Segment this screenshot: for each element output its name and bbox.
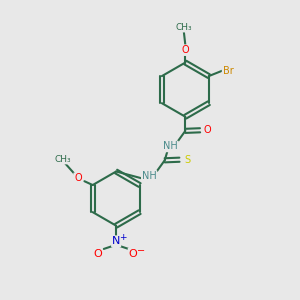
Text: Br: Br bbox=[223, 66, 233, 76]
Text: CH₃: CH₃ bbox=[176, 23, 192, 32]
Text: CH₃: CH₃ bbox=[55, 154, 71, 164]
Text: O: O bbox=[74, 173, 82, 183]
Text: S: S bbox=[184, 155, 190, 165]
Text: N: N bbox=[112, 236, 120, 246]
Text: O: O bbox=[93, 249, 102, 259]
Text: NH: NH bbox=[142, 171, 157, 181]
Text: +: + bbox=[119, 233, 126, 242]
Text: O: O bbox=[182, 45, 189, 55]
Text: O: O bbox=[128, 249, 137, 259]
Text: NH: NH bbox=[163, 142, 178, 152]
Text: O: O bbox=[204, 125, 212, 135]
Text: −: − bbox=[137, 246, 145, 256]
